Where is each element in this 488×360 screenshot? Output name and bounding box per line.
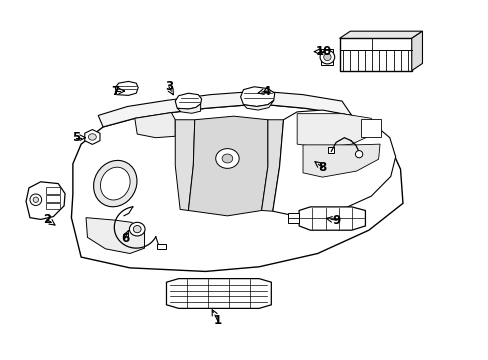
Bar [45, 187, 60, 194]
Text: 9: 9 [331, 214, 340, 227]
Polygon shape [177, 104, 200, 113]
Ellipse shape [30, 194, 41, 206]
Polygon shape [188, 116, 267, 216]
Ellipse shape [88, 134, 96, 140]
Polygon shape [71, 104, 402, 271]
Ellipse shape [33, 197, 39, 202]
Polygon shape [303, 144, 379, 177]
Polygon shape [243, 100, 273, 110]
Bar [288, 213, 299, 223]
Text: 7: 7 [111, 85, 119, 98]
Polygon shape [261, 120, 283, 211]
Bar [45, 203, 60, 210]
Polygon shape [240, 87, 274, 107]
Polygon shape [411, 31, 422, 71]
Polygon shape [299, 207, 365, 230]
Ellipse shape [355, 150, 362, 158]
Text: 6: 6 [121, 231, 129, 244]
Ellipse shape [215, 149, 239, 168]
Text: 3: 3 [164, 80, 173, 93]
Polygon shape [297, 114, 374, 148]
Polygon shape [175, 93, 201, 109]
Polygon shape [115, 81, 138, 95]
Text: 4: 4 [262, 85, 270, 98]
Text: 10: 10 [315, 45, 331, 58]
Bar [328, 147, 333, 153]
Ellipse shape [93, 161, 137, 207]
Polygon shape [98, 91, 351, 127]
Bar [321, 49, 332, 65]
Polygon shape [272, 110, 395, 218]
Polygon shape [339, 31, 422, 39]
Text: 1: 1 [213, 314, 221, 327]
Polygon shape [339, 39, 411, 71]
Polygon shape [175, 120, 194, 211]
Text: 8: 8 [318, 161, 326, 174]
Text: 2: 2 [43, 213, 51, 226]
Ellipse shape [222, 154, 232, 163]
Polygon shape [84, 130, 100, 144]
Bar [157, 244, 165, 249]
Ellipse shape [133, 226, 141, 233]
Ellipse shape [100, 167, 130, 200]
Ellipse shape [323, 54, 330, 60]
Polygon shape [135, 113, 175, 138]
Polygon shape [166, 279, 271, 309]
Polygon shape [26, 182, 65, 220]
Bar [45, 195, 60, 202]
Ellipse shape [129, 222, 145, 236]
Polygon shape [86, 218, 144, 253]
Bar [360, 119, 380, 137]
Text: 5: 5 [72, 131, 80, 144]
Ellipse shape [320, 50, 334, 64]
